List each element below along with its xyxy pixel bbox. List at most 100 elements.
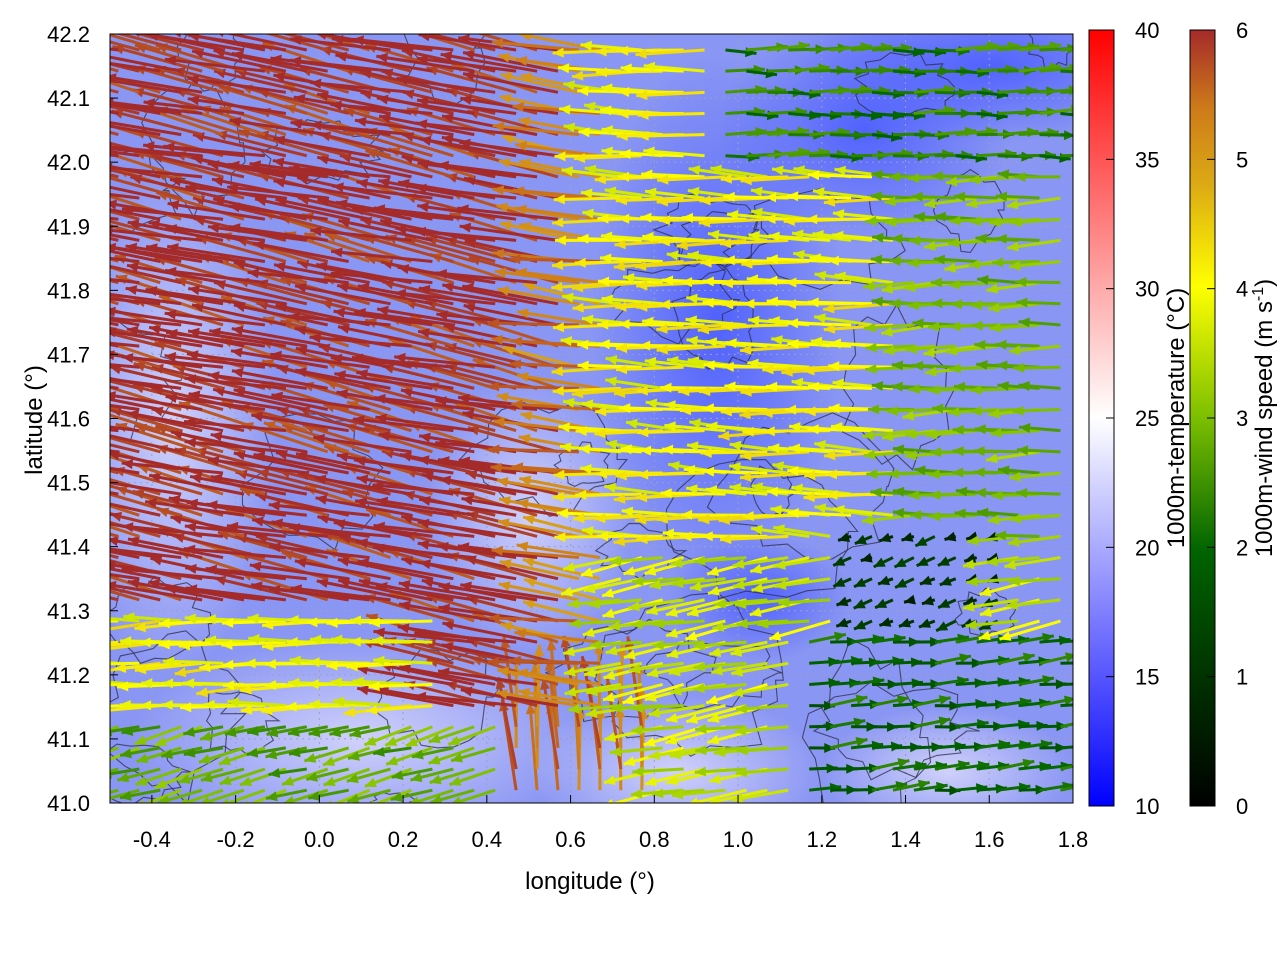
wind-arrow [1060, 722, 1073, 729]
wind-arrow [110, 55, 182, 73]
wind-arrow [970, 406, 1019, 416]
wind-arrow [221, 617, 286, 628]
wind-arrow [385, 746, 433, 766]
wind-arrow [970, 384, 1019, 395]
wind-arrow [686, 441, 747, 454]
wind-arrow [894, 577, 915, 589]
wind-arrow [231, 325, 328, 348]
wind-arrow [178, 767, 224, 784]
wind-arrow [853, 577, 873, 589]
wind-arrow [1060, 47, 1073, 52]
wind-arrow [110, 589, 140, 602]
wind-arrow [657, 174, 726, 185]
wind-arrow [183, 544, 286, 560]
wind-speed-colorbar-ticks: 0 1 2 3 4 5 6 [1207, 18, 1248, 819]
wind-arrow [110, 484, 140, 496]
wind-arrow [163, 142, 266, 158]
wind-arrow [870, 191, 914, 202]
wind-arrow [390, 788, 433, 802]
wind-arrow [949, 363, 998, 374]
wind-arrow [110, 168, 140, 179]
wind-arrow [929, 511, 977, 522]
wind-arrow [553, 194, 621, 205]
wind-arrow [332, 182, 433, 200]
wind-arrow [287, 725, 328, 737]
colorbar-tick-label: 35 [1135, 147, 1159, 172]
wind-arrow [428, 746, 475, 765]
wind-arrow [833, 504, 894, 517]
wind-arrow [991, 257, 1040, 268]
wind-arrow [515, 204, 601, 221]
wind-arrow [986, 556, 1040, 567]
wind-arrow [309, 78, 412, 94]
wind-arrow [460, 686, 559, 708]
wind-arrow [814, 440, 873, 454]
wind-arrow [222, 788, 266, 803]
wind-arrow [832, 577, 852, 588]
wind-arrow [162, 656, 224, 667]
wind-arrow [893, 556, 915, 569]
wind-arrow [184, 522, 287, 538]
wind-arrow [281, 767, 329, 787]
x-tick-label: -0.4 [133, 827, 171, 852]
wind-arrow [121, 565, 224, 581]
wind-arrow [268, 585, 370, 602]
wind-arrow [228, 202, 328, 221]
wind-arrow [419, 559, 517, 581]
wind-arrow [1060, 639, 1073, 644]
wind-arrow [1060, 69, 1073, 74]
wind-arrow [898, 618, 915, 628]
wind-arrow [116, 767, 161, 783]
wind-arrow [656, 344, 726, 355]
wind-arrow [835, 617, 852, 628]
wind-arrow [523, 577, 601, 602]
wind-arrow [588, 598, 642, 609]
wind-arrow [110, 596, 119, 602]
wind-arrow [711, 661, 768, 676]
wind-arrow [634, 260, 705, 271]
wind-arrow [188, 390, 287, 412]
wind-arrow [509, 655, 600, 666]
wind-arrow [921, 595, 936, 606]
wind-arrow [337, 324, 433, 348]
x-tick-label: 1.2 [806, 827, 837, 852]
wind-arrow [369, 788, 413, 803]
wind-arrow [973, 446, 1019, 457]
wind-arrow [303, 746, 350, 763]
colorbar-tick-label: 40 [1135, 18, 1159, 43]
wind-arrow [115, 34, 182, 52]
wind-arrow [557, 63, 621, 74]
wind-arrow [778, 597, 831, 608]
wind-arrow [110, 176, 182, 200]
wind-arrow [356, 178, 454, 200]
wind-arrow [768, 231, 831, 242]
wind-arrow [164, 309, 266, 327]
wind-arrow [788, 443, 852, 454]
wind-arrow [740, 175, 810, 186]
wind-arrow [884, 196, 935, 207]
wind-arrow [110, 147, 182, 158]
wind-arrow [110, 242, 203, 263]
wind-arrow [246, 725, 287, 736]
temperature-patch [821, 706, 1073, 803]
wind-arrow [437, 160, 538, 179]
wind-arrow [729, 462, 789, 475]
colorbar-tick-label: 10 [1135, 794, 1159, 819]
wind-arrow [878, 532, 894, 543]
wind-arrow [617, 45, 684, 56]
wind-arrow [948, 279, 998, 290]
wind-arrow [681, 212, 747, 223]
wind-arrow [1006, 196, 1061, 210]
wind-arrow [336, 282, 433, 306]
wind-arrow [585, 682, 642, 697]
wind-arrow [218, 34, 308, 52]
y-tick-label: 42.1 [47, 86, 90, 111]
wind-arrow [731, 788, 789, 803]
wind-arrow [110, 580, 203, 602]
wind-arrow [110, 233, 140, 242]
wind-arrow [660, 382, 726, 393]
wind-arrow [990, 428, 1040, 438]
wind-arrow [552, 385, 621, 396]
wind-arrow [330, 100, 433, 115]
wind-arrow [574, 257, 642, 268]
